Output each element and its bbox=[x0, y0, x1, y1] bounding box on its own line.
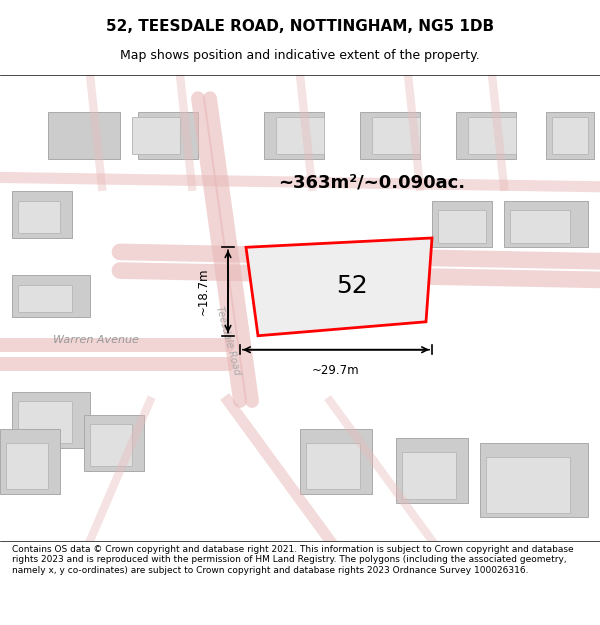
Bar bbox=[0, 429, 60, 494]
Bar bbox=[264, 112, 324, 159]
Bar bbox=[18, 401, 72, 443]
Bar bbox=[360, 112, 420, 159]
Text: Map shows position and indicative extent of the property.: Map shows position and indicative extent… bbox=[120, 49, 480, 62]
Bar bbox=[546, 112, 594, 159]
Text: ~18.7m: ~18.7m bbox=[197, 268, 210, 315]
Bar bbox=[504, 201, 588, 248]
Bar bbox=[372, 117, 420, 154]
Bar bbox=[396, 438, 468, 503]
Bar bbox=[12, 392, 90, 448]
Bar bbox=[432, 201, 492, 248]
Bar bbox=[18, 201, 60, 233]
Bar bbox=[12, 275, 90, 317]
Bar bbox=[306, 443, 360, 489]
Polygon shape bbox=[246, 238, 432, 336]
Text: 52: 52 bbox=[337, 274, 368, 298]
Bar bbox=[84, 415, 144, 471]
Bar bbox=[132, 117, 180, 154]
Bar bbox=[402, 452, 456, 499]
Bar bbox=[48, 112, 120, 159]
Bar bbox=[12, 191, 72, 238]
Text: Warren Avenue: Warren Avenue bbox=[53, 336, 139, 346]
Bar bbox=[552, 117, 588, 154]
Bar bbox=[480, 443, 588, 518]
Text: ~363m²/~0.090ac.: ~363m²/~0.090ac. bbox=[278, 173, 466, 191]
Bar bbox=[18, 284, 72, 312]
Bar bbox=[138, 112, 198, 159]
Bar bbox=[468, 117, 516, 154]
Bar bbox=[438, 210, 486, 242]
Bar bbox=[6, 443, 48, 489]
Bar bbox=[90, 424, 132, 466]
Text: Weardale Road: Weardale Road bbox=[305, 246, 391, 258]
Bar bbox=[456, 112, 516, 159]
Bar bbox=[300, 429, 372, 494]
Text: ~29.7m: ~29.7m bbox=[312, 364, 360, 377]
Text: Teesdale Road: Teesdale Road bbox=[214, 305, 242, 376]
Bar bbox=[276, 117, 324, 154]
Bar bbox=[486, 457, 570, 512]
Text: Contains OS data © Crown copyright and database right 2021. This information is : Contains OS data © Crown copyright and d… bbox=[12, 545, 574, 574]
Bar bbox=[510, 210, 570, 242]
Text: 52, TEESDALE ROAD, NOTTINGHAM, NG5 1DB: 52, TEESDALE ROAD, NOTTINGHAM, NG5 1DB bbox=[106, 19, 494, 34]
